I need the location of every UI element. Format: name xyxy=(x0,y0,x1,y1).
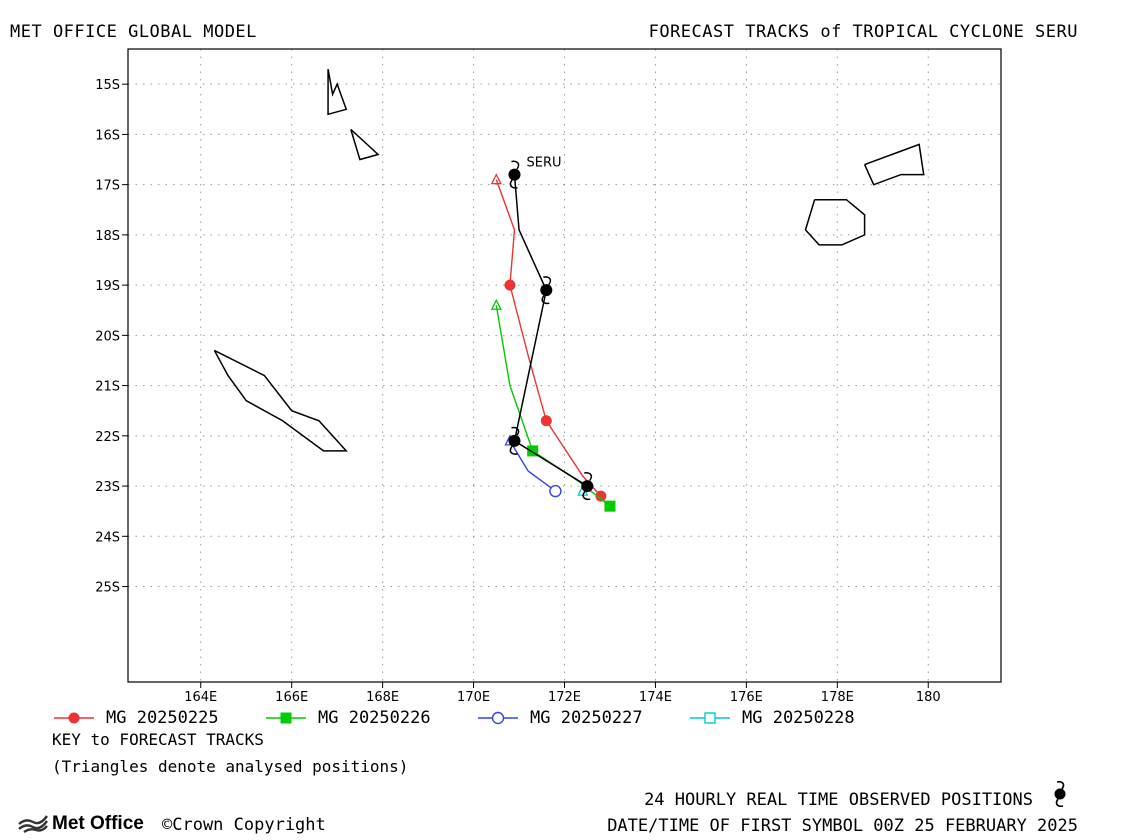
x-tick-label: 170E xyxy=(457,690,490,705)
observed-line xyxy=(513,174,588,487)
observed-positions-text: 24 HOURLY REAL TIME OBSERVED POSITIONS xyxy=(644,790,1033,810)
cyclone-symbol xyxy=(508,160,521,189)
cyclone-symbol xyxy=(581,472,594,501)
legend-swatch xyxy=(54,712,94,724)
copyright-notice: ©Crown Copyright xyxy=(162,815,326,835)
y-tick-label: 24S xyxy=(95,530,120,545)
legend-marker xyxy=(68,712,80,724)
track-mg-20250227 xyxy=(504,434,562,498)
axes: 164E 166E 168E 170E 172E 174E 176E 178E 180 15S 16… xyxy=(95,78,940,705)
x-tick-label: 168E xyxy=(366,690,399,705)
track-point xyxy=(504,279,516,291)
x-tick-label: 176E xyxy=(730,690,763,705)
coastline xyxy=(213,349,348,452)
forecast-tracks xyxy=(490,173,616,512)
y-tick-label: 22S xyxy=(95,430,120,445)
track-point xyxy=(527,445,539,457)
track-point xyxy=(549,484,562,498)
legend-swatch xyxy=(690,712,730,724)
legend-entry: MG 20250227 xyxy=(476,707,643,729)
cyclone-arm xyxy=(543,276,552,286)
y-tick-label: 18S xyxy=(95,229,120,244)
legend-marker xyxy=(704,712,716,724)
coastline xyxy=(863,143,925,186)
x-tick-label: 166E xyxy=(275,690,308,705)
key-title: KEY to FORECAST TRACKS xyxy=(52,730,264,749)
analysed-position xyxy=(490,173,502,185)
x-tick-label: 180 xyxy=(916,690,941,705)
cyclone-symbol-icon xyxy=(1054,781,1066,807)
coastline xyxy=(804,198,866,246)
key-note: (Triangles denote analysed positions) xyxy=(52,757,409,776)
legend-entry: MG 20250225 xyxy=(52,707,219,729)
coastline xyxy=(350,128,380,161)
cyclone-eye xyxy=(508,168,521,181)
x-tick-label: 174E xyxy=(639,690,672,705)
cyclone-arm xyxy=(584,472,593,481)
cyclone-eye xyxy=(540,284,553,297)
track-point xyxy=(604,500,616,512)
legend-label: MG 20250225 xyxy=(106,708,219,728)
legend-label: MG 20250227 xyxy=(530,708,643,728)
x-tick-label: 164E xyxy=(184,690,217,705)
brand-name: Met Office xyxy=(52,813,144,834)
analysed-position xyxy=(490,298,502,310)
x-tick-label: 178E xyxy=(821,690,854,705)
legend-swatch xyxy=(478,711,518,725)
track-mg-20250226 xyxy=(490,298,616,512)
cyclone-arm xyxy=(541,295,550,305)
chart-title-right: FORECAST TRACKS of TROPICAL CYCLONE SERU xyxy=(648,22,1078,42)
legend-label: MG 20250228 xyxy=(742,708,855,728)
y-tick-label: 19S xyxy=(95,279,120,294)
legend-swatch xyxy=(266,712,306,724)
track-mg-20250225 xyxy=(490,173,607,502)
cyclone-arm xyxy=(509,179,518,189)
cyclone-arm xyxy=(511,160,520,170)
met-office-logo: Met Office xyxy=(18,813,144,835)
first-symbol-datetime: DATE/TIME OF FIRST SYMBOL 00Z 25 FEBRUAR… xyxy=(607,816,1078,836)
plot-frame xyxy=(127,48,1002,683)
track-line xyxy=(495,305,611,507)
cyclone-arm xyxy=(511,426,520,436)
coastlines xyxy=(213,68,925,452)
cyclone-arm xyxy=(509,445,518,455)
track-point xyxy=(540,415,552,427)
cyclone-eye xyxy=(581,480,594,493)
y-tick-label: 16S xyxy=(95,128,120,143)
cyclone-symbol xyxy=(508,426,521,455)
legend-entry: MG 20250226 xyxy=(264,707,431,729)
observed-track: SERU xyxy=(508,156,594,501)
y-tick-label: 21S xyxy=(95,380,120,395)
y-tick-label: 23S xyxy=(95,480,120,495)
cyclone-eye xyxy=(508,434,521,447)
legend-label: MG 20250226 xyxy=(318,708,431,728)
storm-name-label: SERU xyxy=(526,156,561,171)
y-tick-label: 17S xyxy=(95,179,120,194)
grid-lines xyxy=(128,49,1001,682)
legend-marker xyxy=(491,711,505,725)
legend-marker xyxy=(280,712,292,724)
y-tick-label: 15S xyxy=(95,78,120,93)
met-office-waves-icon xyxy=(18,815,48,833)
cyclone-symbol xyxy=(540,276,553,305)
track-point xyxy=(595,490,607,502)
coastline xyxy=(327,68,348,116)
chart-title-left: MET OFFICE GLOBAL MODEL xyxy=(10,22,257,42)
x-tick-label: 172E xyxy=(548,690,581,705)
legend-entry: MG 20250228 xyxy=(688,707,855,729)
track-line xyxy=(509,440,556,492)
y-tick-label: 25S xyxy=(95,581,120,596)
y-tick-label: 20S xyxy=(95,329,120,344)
track-line xyxy=(495,179,602,497)
cyclone-arm xyxy=(582,491,591,501)
